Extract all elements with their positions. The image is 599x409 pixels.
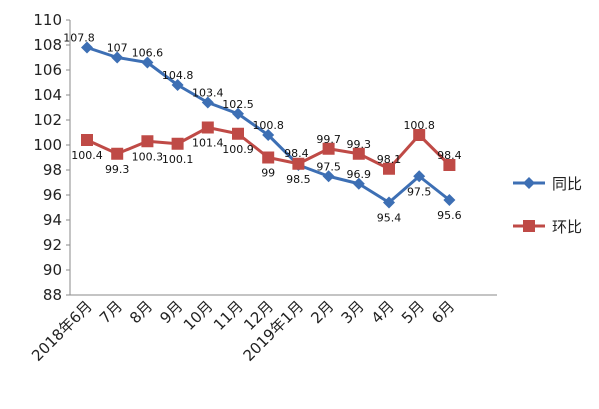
y-tick-label: 110 [33, 11, 62, 29]
data-label: 99.3 [347, 138, 372, 151]
data-point-marker [141, 135, 154, 148]
y-tick-label: 100 [33, 136, 62, 154]
data-label: 100.1 [162, 153, 194, 166]
data-point-marker [232, 107, 244, 120]
data-label: 103.4 [192, 87, 224, 100]
data-label: 102.5 [222, 98, 254, 111]
data-label: 100.4 [71, 149, 103, 162]
data-point-marker [383, 196, 395, 209]
data-label: 107.8 [63, 32, 95, 45]
data-point-marker [322, 170, 335, 183]
data-point-marker [413, 129, 426, 141]
data-label: 98.5 [286, 173, 311, 186]
data-label: 99 [261, 167, 275, 180]
data-point-marker [443, 159, 456, 171]
data-point-marker [262, 129, 275, 141]
data-label: 95.6 [437, 209, 462, 222]
legend-marker [523, 177, 535, 189]
x-tick-label: 10月 [180, 297, 217, 334]
data-point-marker [352, 147, 365, 160]
y-tick-label: 96 [43, 186, 62, 204]
data-label: 106.6 [132, 47, 164, 60]
y-tick-label: 104 [33, 86, 62, 104]
y-tick-label: 98 [43, 161, 62, 179]
data-label: 98.1 [377, 153, 402, 166]
data-point-marker [201, 96, 214, 109]
y-tick-label: 90 [43, 261, 62, 279]
data-label: 96.9 [347, 168, 372, 181]
x-tick-label: 7月 [96, 297, 126, 327]
data-point-marker [171, 137, 184, 150]
x-tick-label: 6月 [428, 297, 458, 327]
data-point-marker [443, 194, 456, 206]
x-tick-label: 8月 [126, 297, 156, 327]
y-tick-label: 92 [43, 236, 62, 254]
data-point-marker [292, 157, 305, 170]
data-point-marker [81, 41, 93, 54]
data-point-marker [81, 134, 93, 146]
data-point-marker [141, 56, 154, 69]
data-point-marker [232, 127, 244, 140]
data-label: 98.4 [437, 149, 462, 162]
data-point-marker [111, 51, 124, 64]
data-label: 99.3 [105, 163, 130, 176]
data-point-marker [322, 142, 335, 155]
data-label: 107 [107, 42, 128, 55]
y-tick-label: 88 [43, 286, 62, 304]
data-label: 99.7 [316, 133, 341, 146]
data-point-marker [413, 170, 426, 183]
data-point-marker [352, 177, 365, 190]
x-tick-label: 2月 [307, 297, 337, 327]
y-tick-label: 102 [33, 111, 62, 129]
data-point-marker [262, 151, 275, 164]
data-label: 101.4 [192, 137, 224, 150]
x-tick-label: 3月 [338, 297, 368, 327]
x-tick-label: 11月 [210, 297, 247, 334]
data-label: 97.5 [316, 160, 341, 173]
legend-label: 同比 [552, 175, 582, 193]
data-label: 95.4 [377, 212, 402, 225]
data-label: 100.8 [403, 119, 435, 132]
data-point-marker [201, 121, 214, 134]
y-tick-label: 94 [43, 211, 62, 229]
data-label: 98.4 [284, 147, 309, 160]
y-tick-label: 108 [33, 36, 62, 54]
x-tick-label: 4月 [368, 297, 398, 327]
legend-label: 环比 [552, 218, 582, 236]
y-tick-label: 106 [33, 61, 62, 79]
data-label: 100.3 [132, 150, 164, 163]
data-label: 100.8 [252, 119, 284, 132]
legend-marker [523, 220, 535, 232]
data-label: 104.8 [162, 69, 194, 82]
x-tick-label: 2018年6月 [28, 297, 96, 365]
data-point-marker [111, 147, 124, 160]
data-label: 97.5 [407, 185, 432, 198]
data-label: 100.9 [222, 143, 254, 156]
data-point-marker [171, 79, 184, 91]
data-point-marker [383, 162, 395, 175]
x-tick-label: 5月 [398, 297, 428, 327]
